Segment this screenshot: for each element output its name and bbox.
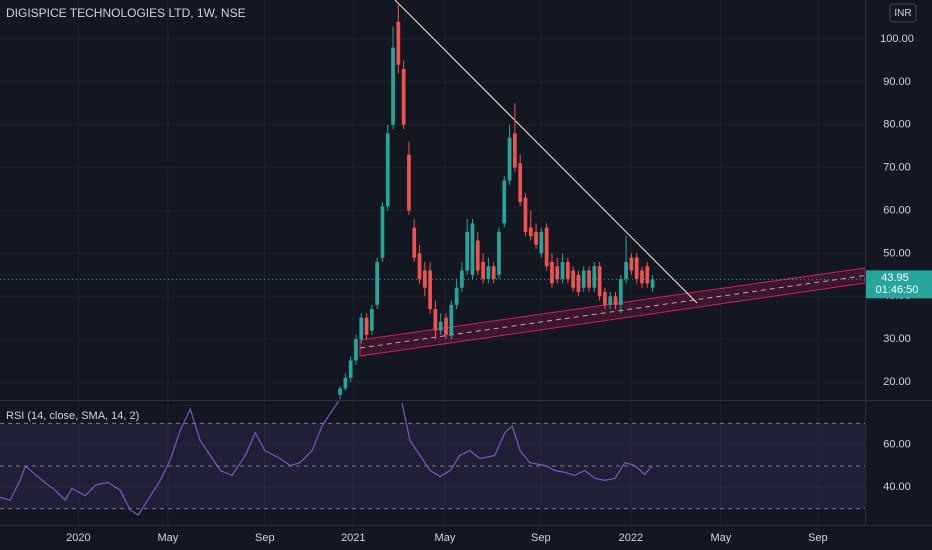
candle-body xyxy=(438,321,443,331)
candle-body xyxy=(507,137,512,181)
candle-body xyxy=(454,287,459,305)
candle-body xyxy=(417,253,422,280)
candle-body xyxy=(343,377,348,389)
candle-body xyxy=(640,270,644,284)
candle-body xyxy=(407,154,411,211)
candle-body xyxy=(359,317,364,340)
candle-body xyxy=(497,231,501,275)
candle-body xyxy=(338,388,342,395)
trend-line xyxy=(394,0,698,304)
candle-body xyxy=(576,274,581,292)
candle-body xyxy=(460,270,464,288)
y-tick-label: 90.00 xyxy=(883,76,911,88)
candle-body xyxy=(597,266,602,297)
candle-body xyxy=(534,231,538,245)
y-tick-label: 20.00 xyxy=(883,376,911,388)
candle-body xyxy=(513,133,517,168)
candle-body xyxy=(444,317,448,335)
candle-body xyxy=(528,227,533,237)
candle-body xyxy=(539,231,544,254)
candle-body xyxy=(618,279,623,305)
currency: INR xyxy=(894,8,911,19)
candle-body xyxy=(449,304,454,335)
y-tick-label: 30.00 xyxy=(883,333,911,345)
candle-body xyxy=(634,257,639,280)
x-tick-label: May xyxy=(711,532,732,544)
x-tick-label: 2021 xyxy=(341,532,365,544)
candle-body xyxy=(385,133,390,207)
y-tick-label: 100.00 xyxy=(880,33,914,45)
y-tick-label: 60.00 xyxy=(883,204,911,216)
candle-body xyxy=(565,261,570,280)
drawings xyxy=(359,0,865,357)
candle-body xyxy=(354,339,358,361)
x-tick-label: May xyxy=(435,532,456,544)
x-tick-label: May xyxy=(158,532,179,544)
candle-body xyxy=(428,270,432,310)
y-tick-label: 60.00 xyxy=(883,439,911,451)
x-tick-label: Sep xyxy=(255,532,275,544)
candle-body xyxy=(624,261,628,280)
candle-body xyxy=(465,231,470,271)
channel-mid xyxy=(359,275,865,349)
candle-body xyxy=(396,21,401,65)
countdown: 01:46:50 xyxy=(876,284,919,296)
candle-body xyxy=(544,227,549,267)
candle-body xyxy=(550,261,554,284)
candle-body xyxy=(613,296,618,305)
candle-body xyxy=(475,240,480,271)
candle-body xyxy=(470,223,475,275)
candle-body xyxy=(369,309,374,331)
candle-body xyxy=(491,266,496,280)
rsi-pane xyxy=(0,401,865,516)
grid xyxy=(0,0,865,525)
chart-title: DIGISPICE TECHNOLOGIES LTD, 1W, NSE xyxy=(6,6,246,20)
x-tick-label: Sep xyxy=(808,532,828,544)
candle-body xyxy=(518,163,523,202)
candle-body xyxy=(571,270,575,288)
candle-body xyxy=(560,261,565,280)
candle-body xyxy=(380,206,385,258)
candles xyxy=(0,4,865,400)
candle-body xyxy=(608,296,613,305)
y-tick-label: 50.00 xyxy=(883,247,911,259)
candle-body xyxy=(412,227,417,258)
y-tick-label: 70.00 xyxy=(883,162,911,174)
candle-body xyxy=(581,270,586,288)
x-tick-label: 2022 xyxy=(619,532,643,544)
candle-body xyxy=(555,266,560,280)
candle-body xyxy=(650,279,655,288)
candle-body xyxy=(375,261,380,305)
rsi-line xyxy=(0,401,653,516)
candle-body xyxy=(502,180,507,224)
y-tick-label: 80.00 xyxy=(883,119,911,131)
candle-body xyxy=(401,69,406,125)
candle-body xyxy=(391,47,395,125)
currency-box[interactable] xyxy=(889,3,917,23)
y-tick-label: 40.00 xyxy=(883,481,911,493)
last-price: 43.95 xyxy=(881,272,909,284)
candle-body xyxy=(364,317,369,335)
x-tick-label: 2020 xyxy=(66,532,90,544)
candle-body xyxy=(523,197,528,232)
candle-body xyxy=(433,309,438,331)
x-tick-label: Sep xyxy=(531,532,551,544)
candle-body xyxy=(592,266,597,288)
rsi-title: RSI (14, close, SMA, 14, 2) xyxy=(6,410,139,422)
price-tag xyxy=(866,270,932,299)
candle-body xyxy=(481,261,485,280)
candle-body xyxy=(603,291,607,305)
candle-body xyxy=(486,266,491,280)
candle-body xyxy=(587,270,591,288)
candle-body xyxy=(348,360,353,378)
candle-body xyxy=(629,257,634,271)
candle-body xyxy=(645,266,650,284)
